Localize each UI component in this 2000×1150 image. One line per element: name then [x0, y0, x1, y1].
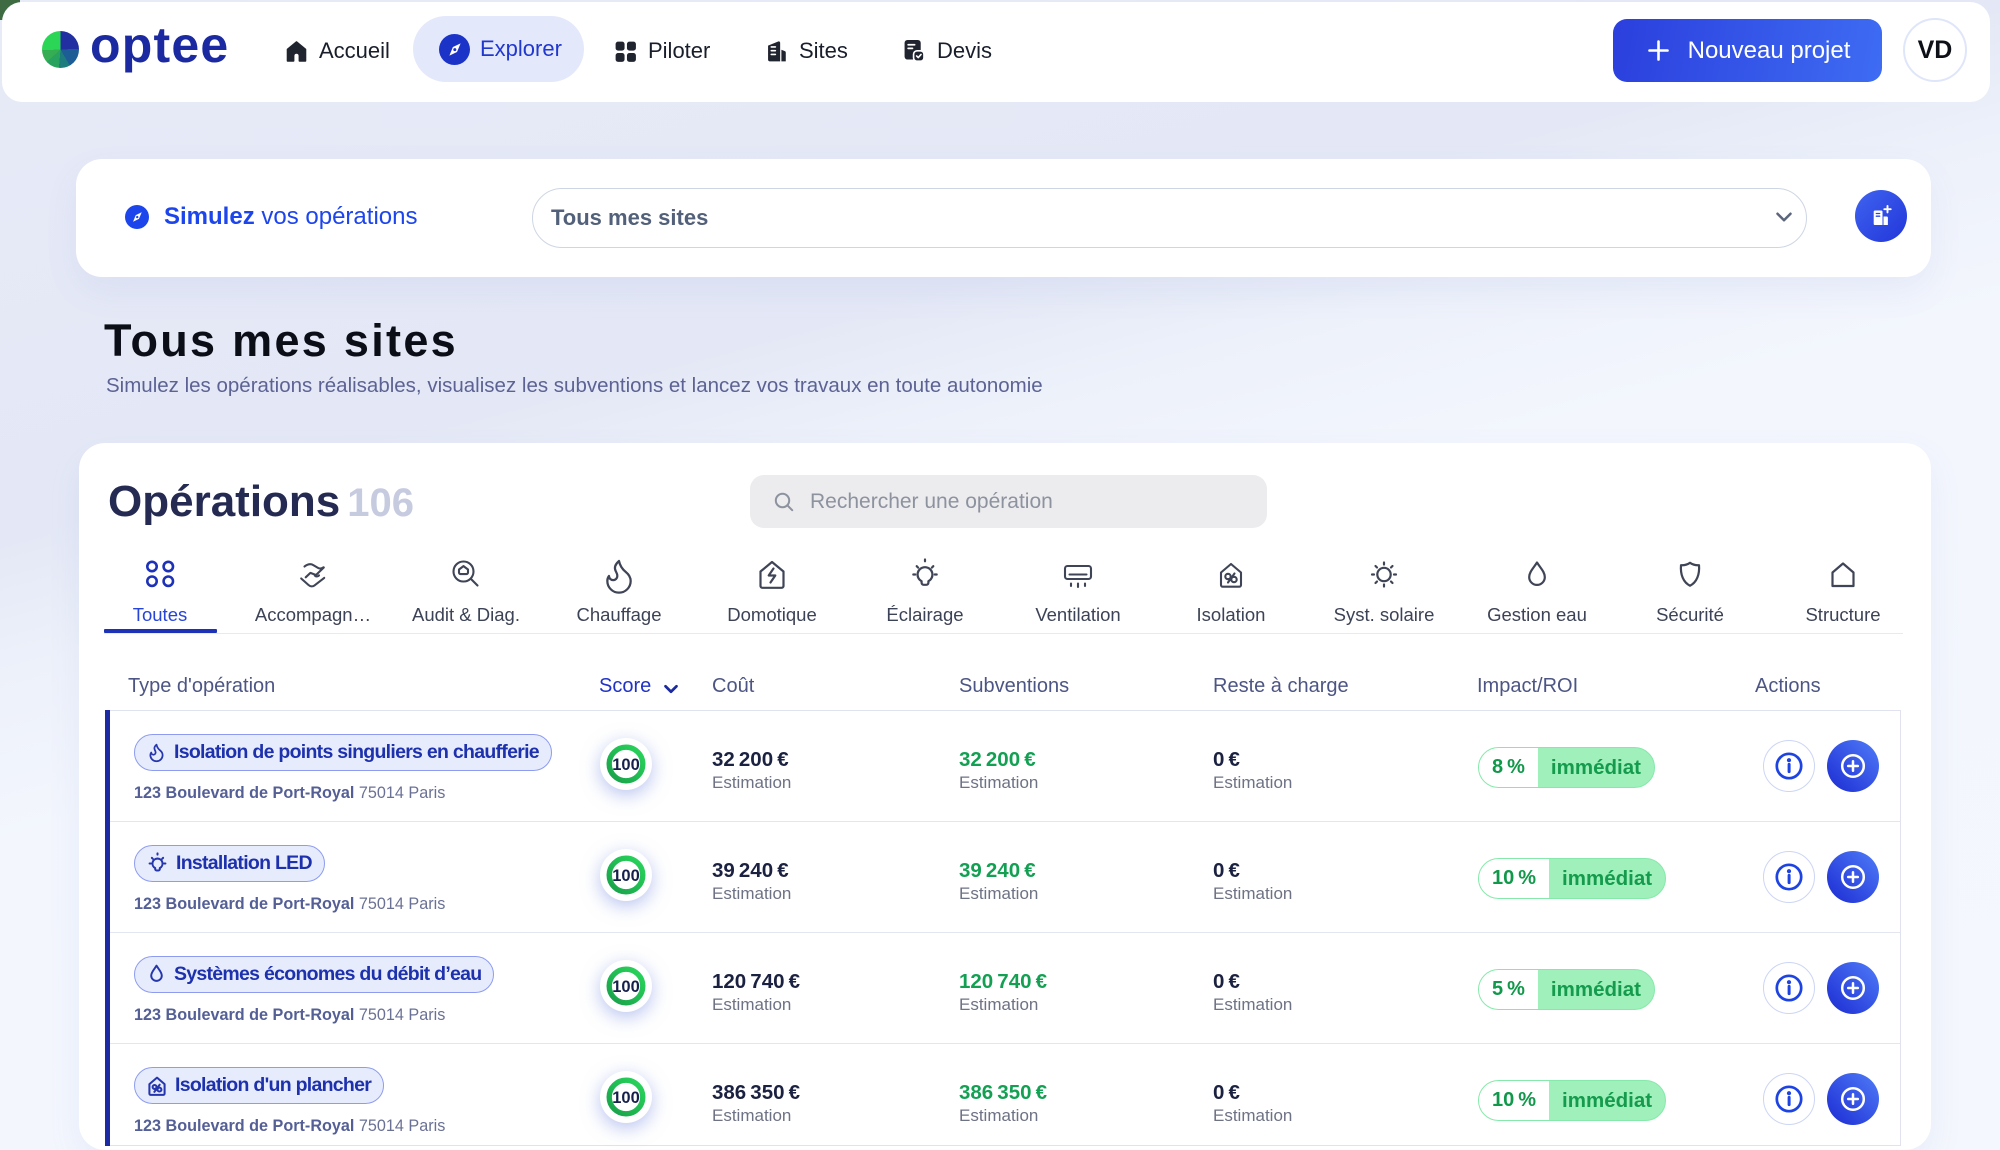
- svg-text:100: 100: [612, 756, 640, 774]
- svg-text:100: 100: [612, 867, 640, 885]
- svg-text:100: 100: [612, 978, 640, 996]
- svg-text:100: 100: [612, 1089, 640, 1107]
